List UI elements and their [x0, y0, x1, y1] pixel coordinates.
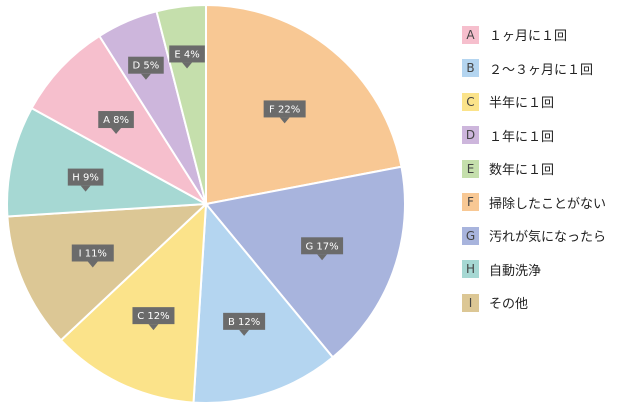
data-label-pointer-g — [317, 254, 328, 261]
data-label-box-g — [301, 237, 344, 255]
data-label-g: G 17% — [301, 237, 344, 261]
data-label-box-h — [67, 168, 104, 186]
legend-swatch-a: A — [462, 25, 479, 44]
legend-item-b: B ２～３ヶ月に１回 — [462, 52, 606, 86]
data-label-pointer-d — [140, 73, 151, 80]
pie-slice-h — [6, 106, 210, 218]
data-label-pointer-i — [87, 261, 98, 268]
data-label-d: D 5% — [128, 56, 164, 80]
data-label-pointer-c — [148, 324, 159, 331]
data-label-box-c — [132, 307, 175, 325]
data-label-box-a — [98, 111, 134, 129]
data-label-b: B 12% — [223, 312, 266, 336]
data-label-f: F 22% — [263, 100, 306, 124]
data-label-a: A 8% — [98, 111, 134, 135]
legend-swatch-c: C — [462, 92, 479, 111]
legend-swatch-d: D — [462, 126, 479, 145]
data-label-text-g: G 17% — [306, 241, 339, 252]
legend-swatch-e: E — [462, 159, 479, 178]
pie-slice-c — [59, 201, 208, 404]
legend-label-a: １ヶ月に１回 — [489, 29, 568, 45]
data-label-box-b — [223, 312, 266, 330]
legend-item-i: I その他 — [462, 286, 606, 320]
data-label-text-e: E 4% — [174, 49, 199, 60]
data-label-text-f: F 22% — [269, 104, 300, 115]
legend-label-e: 数年に１回 — [489, 163, 555, 179]
data-label-text-i: I 11% — [79, 249, 107, 260]
legend-label-h: 自動洗浄 — [489, 263, 542, 279]
data-label-pointer-f — [279, 117, 290, 124]
legend-item-d: D １年に１回 — [462, 119, 606, 153]
legend-item-h: H 自動洗浄 — [462, 253, 606, 287]
pie-slice-g — [204, 165, 406, 359]
data-label-pointer-e — [182, 62, 193, 69]
legend-item-f: F 掃除したことがない — [462, 186, 606, 220]
data-label-text-h: H 9% — [72, 173, 99, 184]
legend-item-g: G 汚れが気になったら — [462, 219, 606, 253]
legend-item-a: A １ヶ月に１回 — [462, 18, 606, 52]
legend-label-f: 掃除したことがない — [489, 196, 607, 212]
legend-label-i: その他 — [489, 297, 529, 313]
data-label-pointer-b — [239, 329, 250, 336]
data-label-e: E 4% — [169, 45, 205, 69]
data-label-c: C 12% — [132, 307, 175, 331]
pie-slice-b — [192, 201, 335, 404]
data-label-box-i — [71, 244, 114, 262]
data-label-h: H 9% — [67, 168, 104, 192]
legend-label-b: ２～３ヶ月に１回 — [489, 62, 594, 78]
legend-item-e: E 数年に１回 — [462, 152, 606, 186]
legend-swatch-f: F — [462, 193, 479, 212]
pie-slice-i — [6, 202, 209, 342]
legend-swatch-b: B — [462, 59, 479, 78]
data-label-text-b: B 12% — [228, 317, 260, 328]
data-label-text-a: A 8% — [103, 115, 129, 126]
data-label-box-f — [263, 100, 306, 118]
legend-swatch-h: H — [462, 260, 479, 279]
legend-label-g: 汚れが気になったら — [489, 230, 607, 246]
legend-item-c: C 半年に１回 — [462, 85, 606, 119]
legend-label-c: 半年に１回 — [489, 96, 555, 112]
legend-swatch-i: I — [462, 293, 479, 312]
data-label-pointer-h — [80, 185, 91, 192]
data-label-pointer-a — [111, 128, 122, 135]
data-label-box-e — [169, 45, 205, 63]
legend-label-d: １年に１回 — [489, 129, 555, 145]
data-label-box-d — [128, 56, 164, 74]
legend-swatch-g: G — [462, 226, 479, 245]
data-label-text-d: D 5% — [133, 61, 160, 72]
legend: A １ヶ月に１回 B ２～３ヶ月に１回 C 半年に１回 D １年に１回 E 数年… — [462, 18, 606, 320]
data-label-text-c: C 12% — [137, 311, 169, 322]
data-label-i: I 11% — [71, 244, 114, 268]
